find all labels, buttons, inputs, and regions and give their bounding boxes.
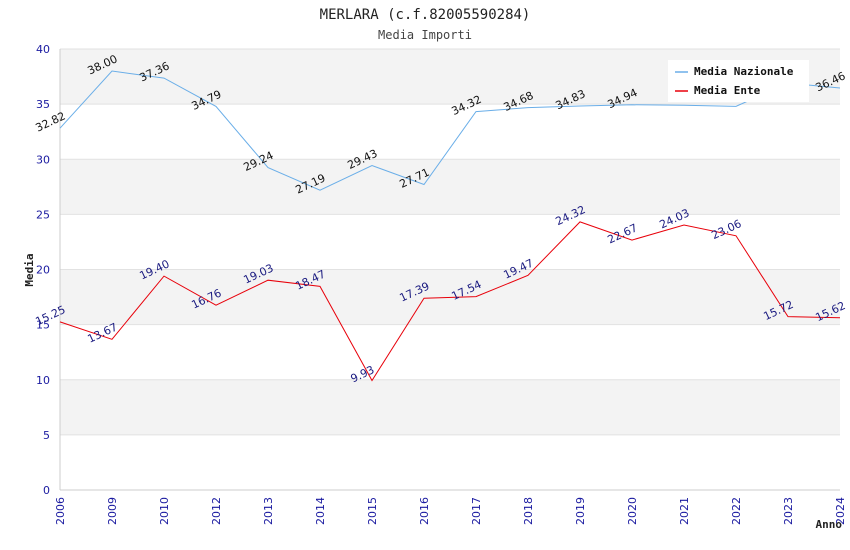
x-tick-label: 2018: [522, 497, 535, 525]
x-tick-label: 2006: [54, 497, 67, 525]
y-axis-label: Media: [23, 253, 36, 286]
y-tick-label: 20: [36, 264, 50, 277]
x-axis-label: Anno: [816, 518, 843, 531]
y-tick-label: 10: [36, 374, 50, 387]
x-tick-label: 2016: [418, 497, 431, 525]
x-tick-label: 2014: [314, 497, 327, 525]
series-lines: [59, 70, 841, 382]
y-tick-label: 5: [43, 429, 50, 442]
y-tick-label: 35: [36, 98, 50, 111]
grid-band: [60, 324, 840, 380]
legend-label-media-ente: Media Ente: [694, 84, 761, 97]
y-tick-label: 25: [36, 208, 50, 221]
legend: Media Nazionale Media Ente: [668, 60, 809, 102]
grid-band: [60, 104, 840, 160]
y-tick-label: 40: [36, 43, 50, 56]
series-line-media-nazionale: [59, 70, 841, 191]
legend-box: [668, 60, 809, 102]
y-tick-label: 30: [36, 153, 50, 166]
x-tick-label: 2022: [730, 497, 743, 525]
x-tick-label: 2009: [106, 497, 119, 525]
x-tick-label: 2023: [782, 497, 795, 525]
grid-band: [60, 379, 840, 435]
chart-subtitle: Media Importi: [378, 28, 472, 42]
x-tick-labels: 2006 2009 2010 2012 2013 2014 2015 2016 2017 2018…: [54, 497, 847, 525]
x-tick-label: 2013: [262, 497, 275, 525]
y-tick-labels: 0 5 10 15 20 25 30 35 40: [36, 43, 50, 497]
series-line-media-ente: [59, 221, 841, 382]
x-tick-label: 2019: [574, 497, 587, 525]
chart-title: MERLARA (c.f.82005590284): [320, 7, 531, 23]
legend-label-media-nazionale: Media Nazionale: [694, 65, 794, 78]
grid-band: [60, 214, 840, 270]
x-tick-label: 2017: [470, 497, 483, 525]
x-tick-label: 2024: [834, 497, 847, 525]
x-tick-label: 2021: [678, 497, 691, 525]
x-tick-label: 2010: [158, 497, 171, 525]
x-tick-label: 2020: [626, 497, 639, 525]
y-tick-label: 15: [36, 319, 50, 332]
grid-bands: [60, 49, 840, 490]
grid-band: [60, 434, 840, 490]
grid-band: [60, 159, 840, 215]
x-tick-label: 2015: [366, 497, 379, 525]
y-tick-label: 0: [43, 484, 50, 497]
x-tick-label: 2012: [210, 497, 223, 525]
